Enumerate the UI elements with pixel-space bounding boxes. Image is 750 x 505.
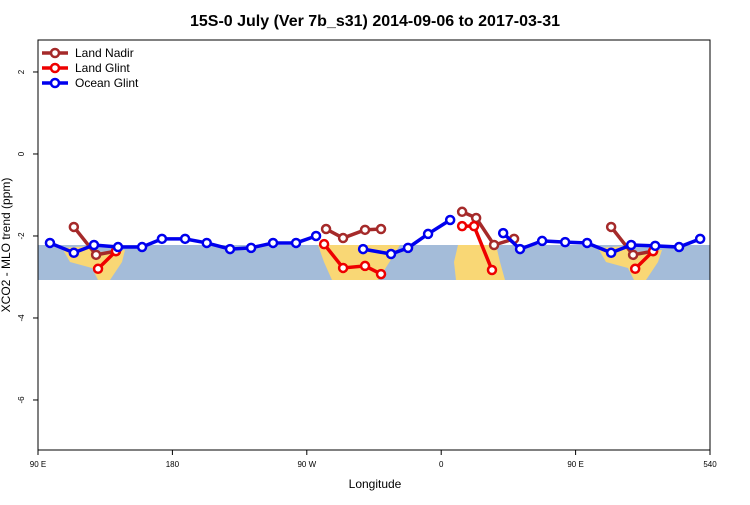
x-tick-label: 540 [703,460,717,469]
data-point [90,249,102,261]
data-point [245,242,257,254]
series-line [461,210,515,248]
data-point [92,263,104,275]
legend-marker [49,77,61,89]
data-point [470,212,482,224]
legend-label: Ocean Glint [75,76,139,90]
data-point [375,223,387,235]
x-tick-label: 0 [439,460,444,469]
data-point [605,221,617,233]
data-point [486,264,498,276]
data-point [337,262,349,274]
data-point [673,241,685,253]
data-point [224,243,236,255]
data-point [649,240,661,252]
data-point [68,247,80,259]
data-point [385,248,397,260]
data-point [359,260,371,272]
data-point [337,232,349,244]
data-point [444,214,456,226]
series-line [501,231,701,255]
data-point [318,238,330,250]
data-point [497,227,509,239]
data-point [468,220,480,232]
y-tick-label: -2 [17,232,26,240]
x-tick-label: 90 W [297,460,316,469]
data-point [357,243,369,255]
series-line [322,243,382,276]
legend-marker [49,47,61,59]
data-point [627,249,639,261]
data-point [310,230,322,242]
data-point [68,221,80,233]
data-point [422,228,434,240]
legend-label: Land Glint [75,61,130,75]
plot-frame [37,39,711,451]
data-point [156,233,168,245]
data-point [488,239,500,251]
x-tick-label: 90 E [30,460,46,469]
data-point [402,242,414,254]
y-tick-label: -4 [17,314,26,322]
data-point [375,268,387,280]
y-tick-label: 2 [17,69,26,74]
data-point [559,236,571,248]
data-point [88,239,100,251]
y-tick-label: -6 [17,396,26,404]
x-axis-label: Longitude [349,477,402,491]
series-line [325,227,382,240]
y-axis-label: XCO2 - MLO trend (ppm) [0,178,13,313]
data-point [179,233,191,245]
data-point [44,237,56,249]
data-point [267,237,279,249]
data-point [514,243,526,255]
data-point [320,223,332,235]
data-point [581,237,593,249]
data-point [136,241,148,253]
data-point [605,247,617,259]
data-point [629,263,641,275]
data-point [290,237,302,249]
data-point [456,220,468,232]
chart-title: 15S-0 July (Ver 7b_s31) 2014-09-06 to 20… [190,13,560,30]
x-tick-label: 90 E [567,460,583,469]
data-point [625,239,637,251]
data-point [112,241,124,253]
data-point [694,233,706,245]
data-point [536,235,548,247]
legend-marker [49,62,61,74]
legend-label: Land Nadir [75,46,134,60]
data-point [359,224,371,236]
y-tick-label: 0 [17,151,26,156]
x-tick-label: 180 [166,460,180,469]
data-point [201,237,212,249]
data-point [456,206,468,218]
